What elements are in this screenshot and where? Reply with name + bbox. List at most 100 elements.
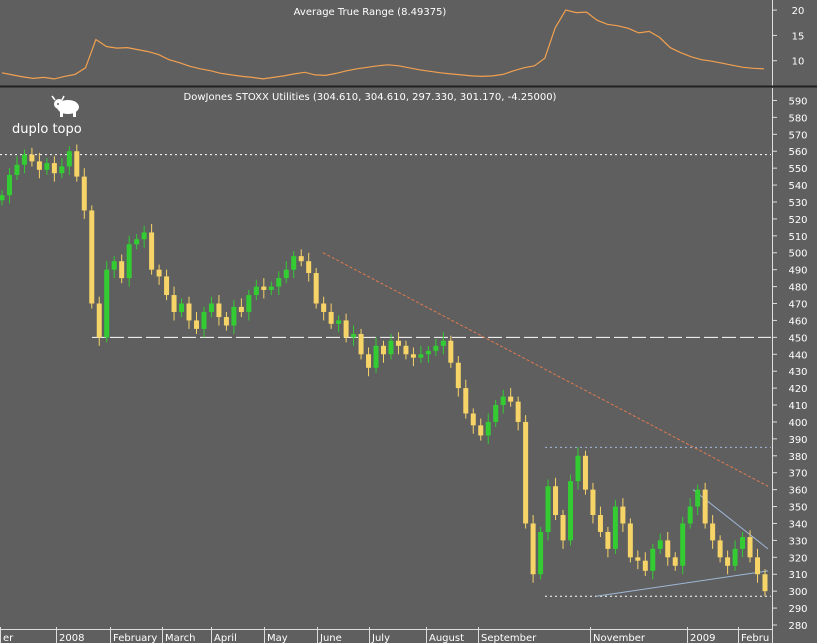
price-tick-label: 440: [788, 350, 807, 361]
annotation-label: duplo topo: [12, 122, 82, 137]
trendline: [322, 252, 769, 487]
x-tick-label: February: [113, 633, 157, 643]
candle-body: [672, 557, 678, 566]
candle-body: [553, 486, 559, 516]
atr-title: Average True Range (8.49375): [294, 7, 447, 18]
candle-body: [500, 396, 506, 406]
candle-body: [336, 320, 342, 324]
candle-body: [59, 166, 65, 174]
candle-body: [612, 506, 618, 549]
candle-body: [0, 195, 5, 201]
price-tick-label: 470: [788, 300, 807, 311]
trendline: [595, 570, 769, 597]
candle-body: [440, 340, 446, 346]
candle-body: [702, 489, 708, 524]
candle-body: [343, 320, 349, 338]
candle-body: [597, 515, 603, 532]
candle-body: [29, 154, 35, 162]
candle-body: [51, 163, 57, 174]
candle-body: [44, 163, 50, 170]
price-tick-label: 350: [788, 503, 807, 514]
candle-body: [223, 317, 229, 326]
x-tick-label: er: [3, 633, 14, 643]
candle-body: [238, 306, 244, 312]
price-tick-label: 340: [788, 519, 807, 530]
candle-body: [141, 232, 147, 240]
price-tick-label: 510: [788, 232, 807, 243]
x-tick-label: April: [214, 633, 237, 643]
price-tick-label: 370: [788, 469, 807, 480]
price-tick-label: 380: [788, 452, 807, 463]
price-tick-label: 540: [788, 181, 807, 192]
candle-body: [171, 295, 177, 312]
price-tick-label: 460: [788, 316, 807, 327]
x-tick-label: May: [267, 633, 288, 643]
candle-body: [695, 489, 701, 507]
x-tick-label: Febru: [741, 633, 769, 643]
price-tick-label: 390: [788, 435, 807, 446]
candle-body: [156, 269, 162, 277]
price-tick-label: 320: [788, 553, 807, 564]
candle-body: [530, 523, 536, 575]
price-tick-label: 450: [788, 333, 807, 344]
price-tick-label: 330: [788, 536, 807, 547]
candle-body: [321, 303, 327, 312]
candle-body: [433, 345, 439, 351]
candle-body: [545, 486, 551, 532]
candle-body: [261, 286, 267, 290]
candle-body: [635, 557, 641, 561]
atr-line-layer: [1, 9, 765, 80]
candle-body: [568, 481, 574, 541]
candle-body: [179, 303, 185, 312]
x-tick-label: June: [319, 633, 342, 643]
price-tick-label: 520: [788, 215, 807, 226]
candle-body: [710, 523, 716, 541]
candle-body: [96, 303, 102, 338]
candle-body: [717, 540, 723, 558]
candle-body: [216, 303, 222, 318]
candle-body: [762, 574, 768, 592]
price-tick-label: 500: [788, 249, 807, 260]
candle-body: [313, 273, 319, 304]
candle-body: [89, 210, 95, 304]
candle-body: [149, 232, 155, 270]
candle-body: [448, 340, 454, 363]
candle-body: [463, 388, 469, 414]
candle-body: [126, 244, 132, 279]
price-tick-label: 280: [788, 621, 807, 632]
candle-body: [620, 506, 626, 524]
candle-body: [268, 286, 274, 290]
price-tick-label: 550: [788, 164, 807, 175]
candle-body: [680, 523, 686, 566]
price-tick-label: 590: [788, 96, 807, 107]
candle-body: [665, 540, 671, 558]
candle-body: [747, 537, 753, 558]
atr-panel: [0, 0, 772, 86]
candle-body: [605, 531, 611, 549]
atr-tick-label: 15: [792, 31, 805, 42]
price-axis: 280 290 300 310 320 330 340 350 360 370 380 390 400 4…: [772, 88, 808, 643]
x-tick-label: 2009: [690, 633, 715, 643]
candle-body: [485, 421, 491, 436]
bull-logo-icon: [51, 95, 79, 117]
candle-body: [575, 455, 581, 482]
price-tick-label: 420: [788, 384, 807, 395]
x-tick-label: August: [429, 633, 464, 643]
price-tick-label: 560: [788, 147, 807, 158]
candle-body: [66, 151, 72, 167]
candle-body: [111, 261, 117, 270]
candle-body: [306, 261, 312, 274]
candle-body: [186, 303, 192, 321]
price-tick-label: 290: [788, 604, 807, 615]
price-tick-label: 360: [788, 486, 807, 497]
candle-body: [732, 548, 738, 566]
candle-body: [246, 295, 252, 312]
candle-body: [164, 276, 170, 296]
candle-body: [650, 548, 656, 571]
candles-layer: [0, 144, 768, 597]
candle-body: [418, 354, 424, 358]
price-tick-label: 430: [788, 367, 807, 378]
price-tick-label: 310: [788, 570, 807, 581]
x-tick-label: September: [481, 633, 537, 643]
